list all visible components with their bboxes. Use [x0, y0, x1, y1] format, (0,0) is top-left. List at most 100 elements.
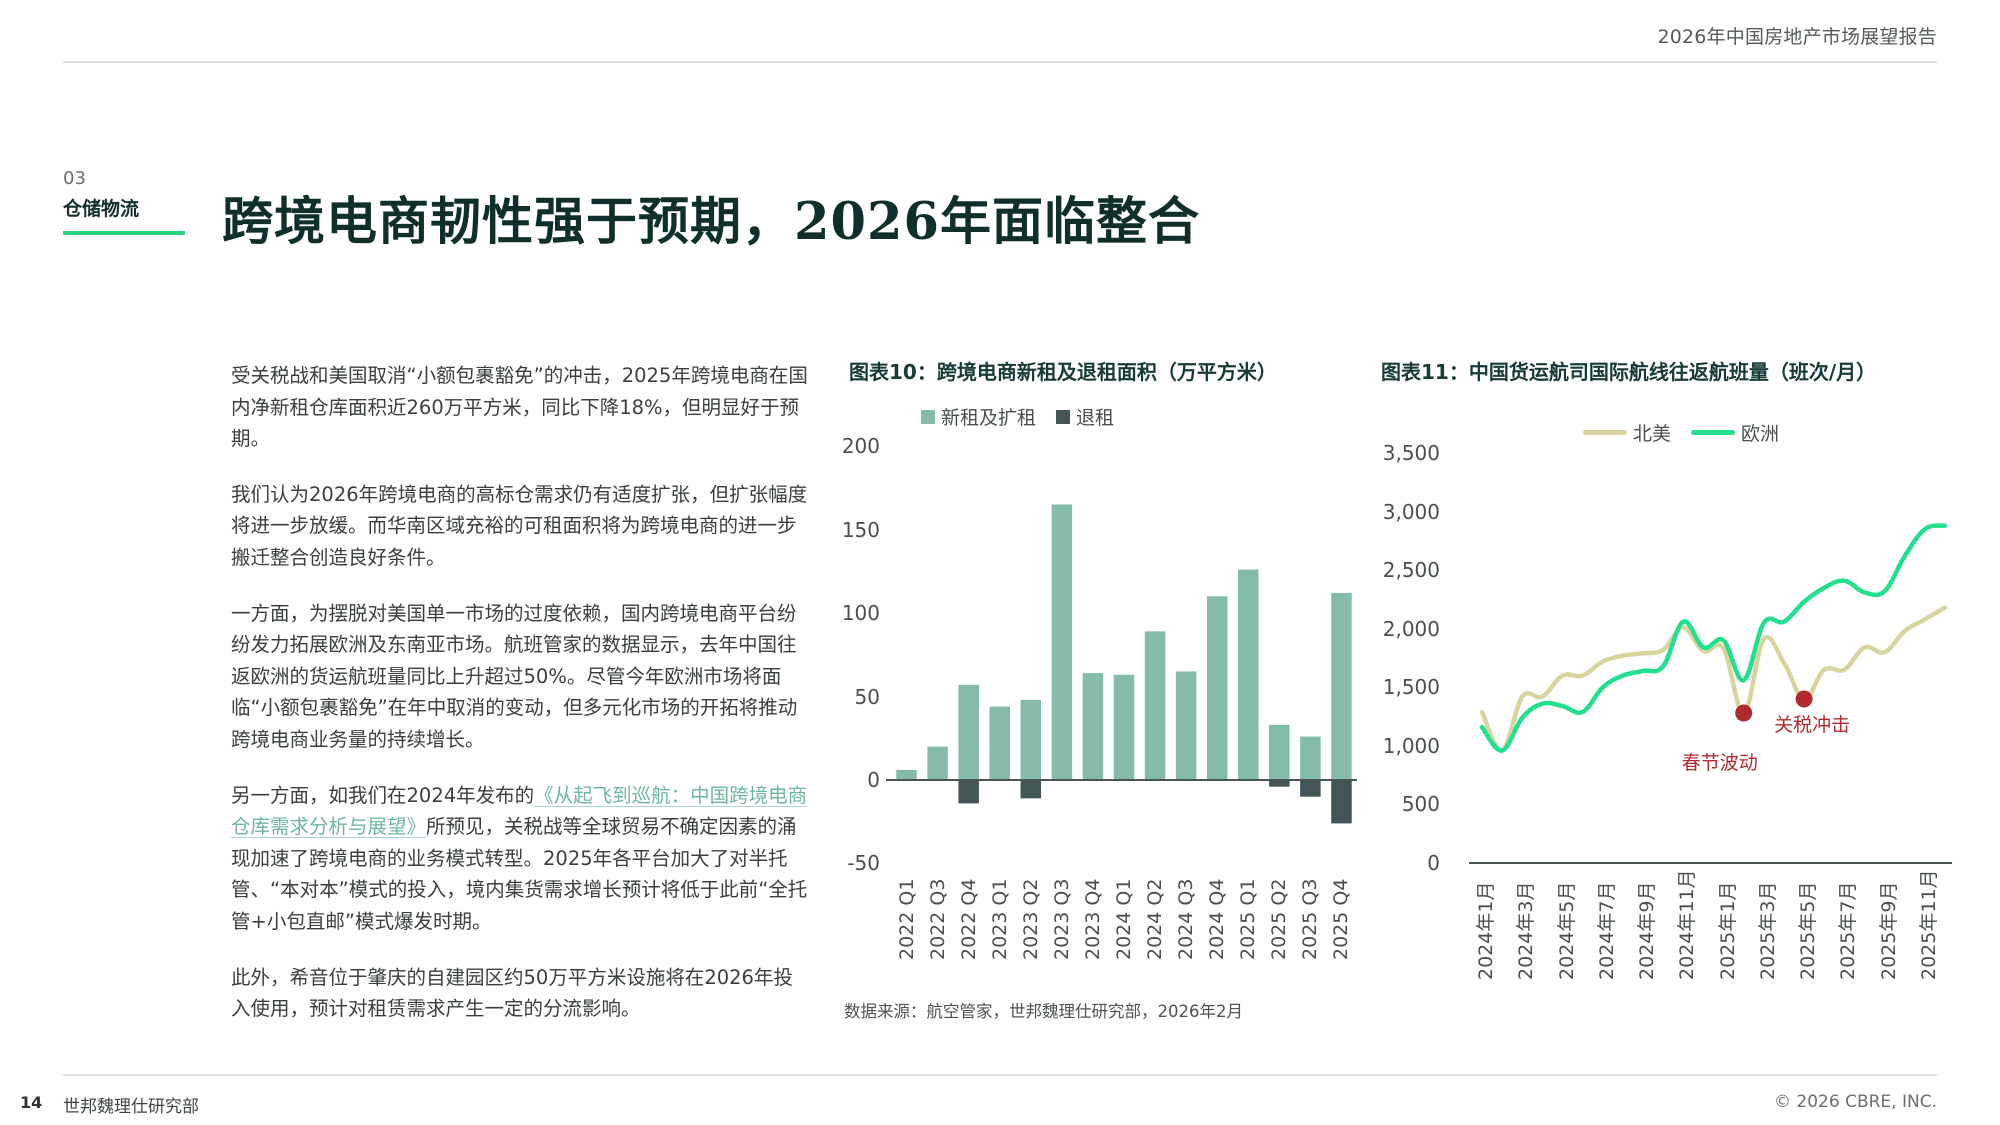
x-tick-label: 2023 Q3 — [1050, 878, 1073, 960]
legend-item-north-america: 北美 — [1583, 419, 1671, 446]
footer-divider — [63, 1074, 1937, 1076]
annotation-label: 春节波动 — [1682, 752, 1758, 774]
y-tick: 50 — [854, 685, 880, 709]
paragraph-3: 一方面，为摆脱对美国单一市场的过度依赖，国内跨境电商平台纷纷发力拓展欧洲及东南亚… — [231, 601, 798, 751]
chart10-title: 图表10：跨境电商新租及退租面积（万平方米） — [849, 360, 1277, 384]
chart11-x-axis-labels: 2024年1月 2024年3月 2024年5月 2024年7月 2024年9月 2024年… — [1460, 869, 1960, 990]
paragraph-4: 另一方面，如我们在2024年发布的《从起飞到巡航：中国跨境电商仓库需求分析与展望… — [231, 780, 811, 938]
x-tick-label: 2024 Q1 — [1113, 878, 1135, 960]
line-europe — [1479, 523, 1948, 753]
section-number: 03 — [63, 168, 86, 189]
x-tick-label: 2025年5月 — [1797, 881, 1820, 980]
legend-swatch-north-america — [1583, 430, 1627, 435]
bar-exit — [1300, 780, 1321, 797]
bar-new-lease — [927, 746, 948, 780]
chart11-title: 图表11：中国货运航司国际航线往返航班量（班次/月） — [1381, 360, 1877, 384]
footer-org: 世邦魏理仕研究部 — [63, 1097, 199, 1117]
x-tick-label: 2024 Q3 — [1175, 878, 1198, 960]
body-text: 受关税战和美国取消“小额包裹豁免”的冲击，2025年跨境电商在国内净新租仓库面积… — [231, 360, 811, 1049]
legend-item-exit: 退租 — [1056, 403, 1114, 430]
x-tick-label: 2024年11月 — [1676, 869, 1699, 980]
bar-exit — [1331, 780, 1352, 824]
page-number: 14 — [20, 1093, 43, 1112]
x-tick-label: 2025 Q2 — [1268, 878, 1291, 960]
paragraph-4-prefix: 另一方面，如我们在2024年发布的 — [231, 783, 535, 807]
x-tick-label: 2024 Q2 — [1144, 878, 1167, 960]
bar-exit — [1269, 780, 1290, 787]
legend-label-europe: 欧洲 — [1741, 423, 1780, 445]
legend-swatch-europe — [1691, 430, 1736, 435]
chart10-plot — [886, 504, 1357, 824]
annotation-marker — [1795, 690, 1813, 708]
header-divider — [63, 61, 1937, 63]
x-tick-label: 2023 Q4 — [1081, 878, 1104, 960]
y-tick: 2,500 — [1382, 558, 1440, 583]
legend-item-europe: 欧洲 — [1691, 419, 1779, 446]
section-accent-bar — [63, 231, 185, 235]
bar-new-lease — [896, 769, 917, 780]
chart11-legend: 北美 欧洲 — [1583, 419, 1779, 446]
chart10-x-axis-labels: 2022 Q1 2022 Q3 2022 Q4 2023 Q1 2023 Q2 2023 … — [880, 878, 1360, 970]
x-tick-label: 2024年9月 — [1636, 881, 1659, 980]
y-tick: 1,500 — [1382, 675, 1440, 700]
report-title: 2026年中国房地产市场展望报告 — [1657, 26, 1937, 48]
data-source: 数据来源：航空管家，世邦魏理仕研究部，2026年2月 — [844, 1002, 1243, 1021]
bar-new-lease — [1269, 724, 1290, 780]
page-title: 跨境电商韧性强于预期，2026年面临整合 — [222, 192, 1200, 252]
bar-new-lease — [1175, 671, 1197, 780]
x-tick-label: 2022 Q1 — [895, 878, 918, 960]
x-tick-label: 2024年5月 — [1555, 881, 1578, 980]
y-tick: 0 — [1427, 851, 1440, 875]
bar-exit — [1020, 780, 1042, 799]
x-tick-label: 2025年11月 — [1917, 869, 1940, 980]
x-tick-label: 2024年1月 — [1475, 881, 1497, 980]
x-tick-label: 2025年3月 — [1756, 881, 1779, 980]
x-tick-label: 2022 Q4 — [957, 878, 980, 960]
bar-new-lease — [1020, 699, 1042, 780]
paragraph-4-suffix: 所预见，关税战等全球贸易不确定因素的涌现加速了跨境电商的业务模式转型。2025年… — [231, 815, 808, 933]
bar-new-lease — [1331, 592, 1352, 780]
x-tick-label: 2025年9月 — [1877, 881, 1900, 980]
legend-item-new-lease: 新租及扩租 — [921, 403, 1036, 430]
bar-new-lease — [989, 706, 1010, 780]
section-name: 仓储物流 — [63, 198, 140, 220]
y-tick: 500 — [1401, 792, 1440, 817]
paragraph-5: 此外，希音位于肇庆的自建园区约50万平方米设施将在2026年投入使用，预计对租赁… — [231, 965, 793, 1021]
x-tick-label: 2024年7月 — [1595, 881, 1618, 980]
y-tick: 1,000 — [1382, 733, 1440, 758]
y-tick: 150 — [841, 518, 880, 542]
x-tick-label: 2025 Q4 — [1330, 878, 1353, 960]
x-tick-label: 2022 Q3 — [926, 878, 949, 960]
paragraph-2: 我们认为2026年跨境电商的高标仓需求仍有适度扩张，但扩张幅度将进一步放缓。而华… — [231, 482, 808, 569]
x-tick-label: 2025 Q3 — [1299, 878, 1322, 960]
legend-label-north-america: 北美 — [1633, 423, 1672, 445]
legend-swatch-new-lease — [921, 409, 935, 424]
x-tick-label: 2025 Q1 — [1237, 878, 1260, 960]
line-north-america — [1479, 605, 1948, 753]
bar-new-lease — [1300, 736, 1321, 780]
x-tick-label: 2024 Q4 — [1206, 878, 1229, 960]
y-tick: 0 — [867, 768, 880, 792]
legend-label-new-lease: 新租及扩租 — [941, 407, 1037, 429]
bar-new-lease — [1051, 504, 1073, 780]
y-tick: 100 — [841, 601, 880, 625]
report-link[interactable]: 《从起飞到巡航：中国跨境电商仓库需求分析与展望》 — [231, 783, 808, 839]
annotation-marker — [1735, 704, 1753, 722]
y-tick: 3,000 — [1382, 499, 1440, 524]
bar-exit — [958, 780, 979, 804]
x-tick-label: 2024年3月 — [1515, 881, 1538, 980]
annotation-label: 关税冲击 — [1774, 714, 1850, 736]
chart10-legend: 新租及扩租 退租 — [921, 403, 1114, 430]
y-tick: 200 — [841, 434, 880, 458]
legend-label-exit: 退租 — [1076, 407, 1115, 429]
bar-new-lease — [1206, 596, 1228, 780]
y-tick: 2,000 — [1382, 616, 1440, 641]
y-tick: 3,500 — [1382, 441, 1440, 465]
bar-new-lease — [1113, 674, 1135, 780]
bar-new-lease — [958, 684, 979, 780]
paragraph-1: 受关税战和美国取消“小额包裹豁免”的冲击，2025年跨境电商在国内净新租仓库面积… — [231, 364, 808, 451]
x-tick-label: 2023 Q1 — [988, 878, 1011, 960]
y-tick: -50 — [847, 851, 880, 875]
x-tick-label: 2023 Q2 — [1019, 878, 1042, 960]
